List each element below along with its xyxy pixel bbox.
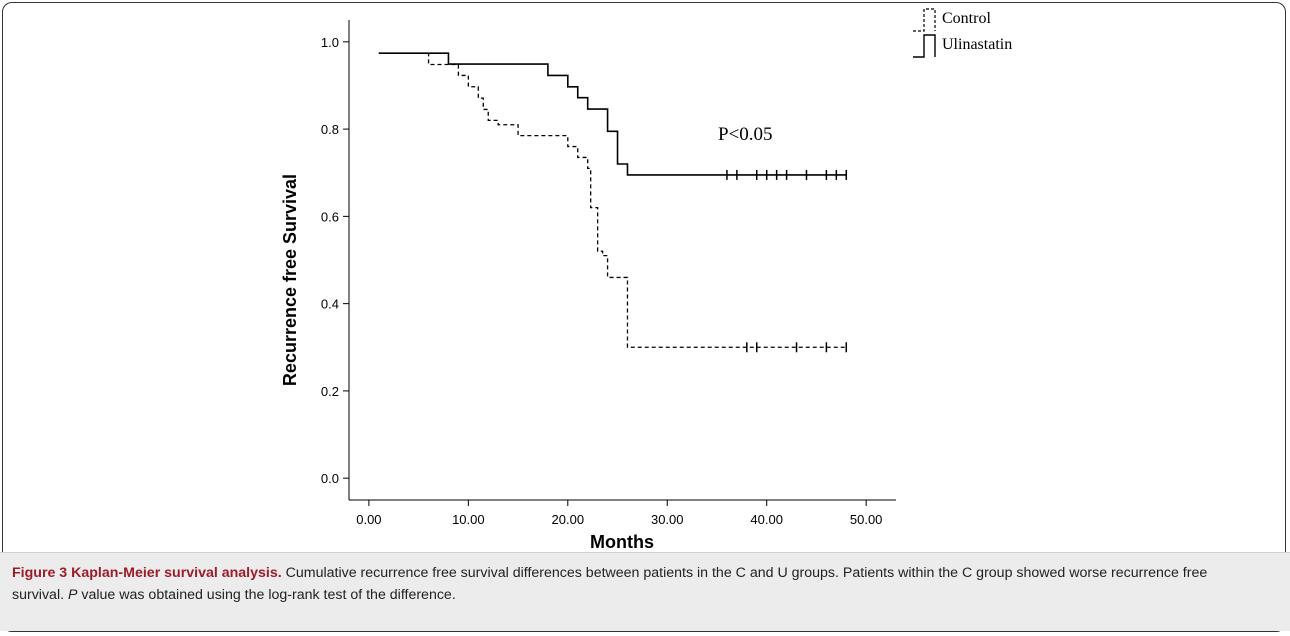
legend-symbol-control [913, 8, 936, 32]
survival-line-ulinastatin [378, 52, 847, 176]
caption-italic-p: P [67, 587, 78, 603]
caption-band [0, 552, 1290, 631]
y-tick-label: 0.6 [321, 209, 339, 224]
axes [348, 20, 896, 501]
legend-symbol-ulinastatin [913, 34, 936, 58]
tick-labels: 0.00 10.00 20.00 30.00 40.00 50.00 0.0 0.2 0.4 0.… [321, 35, 883, 527]
legend-label-control: Control [942, 10, 991, 27]
caption-text-2: value was obtained using the log-rank te… [77, 587, 456, 603]
y-tick-label: 0.4 [321, 297, 339, 312]
x-axis-title: Months [590, 532, 654, 552]
x-tick-label: 0.00 [356, 512, 381, 527]
x-tick-label: 40.00 [750, 512, 783, 527]
tick-marks [343, 41, 867, 506]
figure-caption: Figure 3 Kaplan-Meier survival analysis.… [12, 562, 1262, 606]
caption-text-1: Cumulative recurrence free survival diff… [12, 565, 1208, 603]
legend-label-ulinastatin: Ulinastatin [942, 36, 1012, 53]
y-tick-label: 0.8 [321, 122, 339, 137]
survival-line-control [378, 52, 847, 348]
km-plot: 0.00 10.00 20.00 30.00 40.00 50.00 0.0 0.2 0.4 0.… [280, 8, 1012, 552]
x-tick-label: 50.00 [850, 512, 883, 527]
x-tick-label: 10.00 [452, 512, 485, 527]
legend: Control Ulinastatin [913, 8, 1012, 58]
x-tick-label: 30.00 [651, 512, 684, 527]
x-tick-label: 20.00 [552, 512, 585, 527]
survival-curves [378, 52, 848, 353]
y-tick-label: 1.0 [321, 35, 339, 50]
y-axis-title: Recurrence free Survival [280, 174, 300, 386]
legend-item-ulinastatin: Ulinastatin [913, 34, 1012, 58]
y-tick-label: 0.0 [321, 471, 339, 486]
p-value-annotation: P<0.05 [718, 124, 773, 145]
y-tick-label: 0.2 [321, 384, 339, 399]
caption-label: Figure 3 Kaplan-Meier survival analysis. [12, 565, 282, 581]
legend-item-control: Control [913, 8, 991, 32]
